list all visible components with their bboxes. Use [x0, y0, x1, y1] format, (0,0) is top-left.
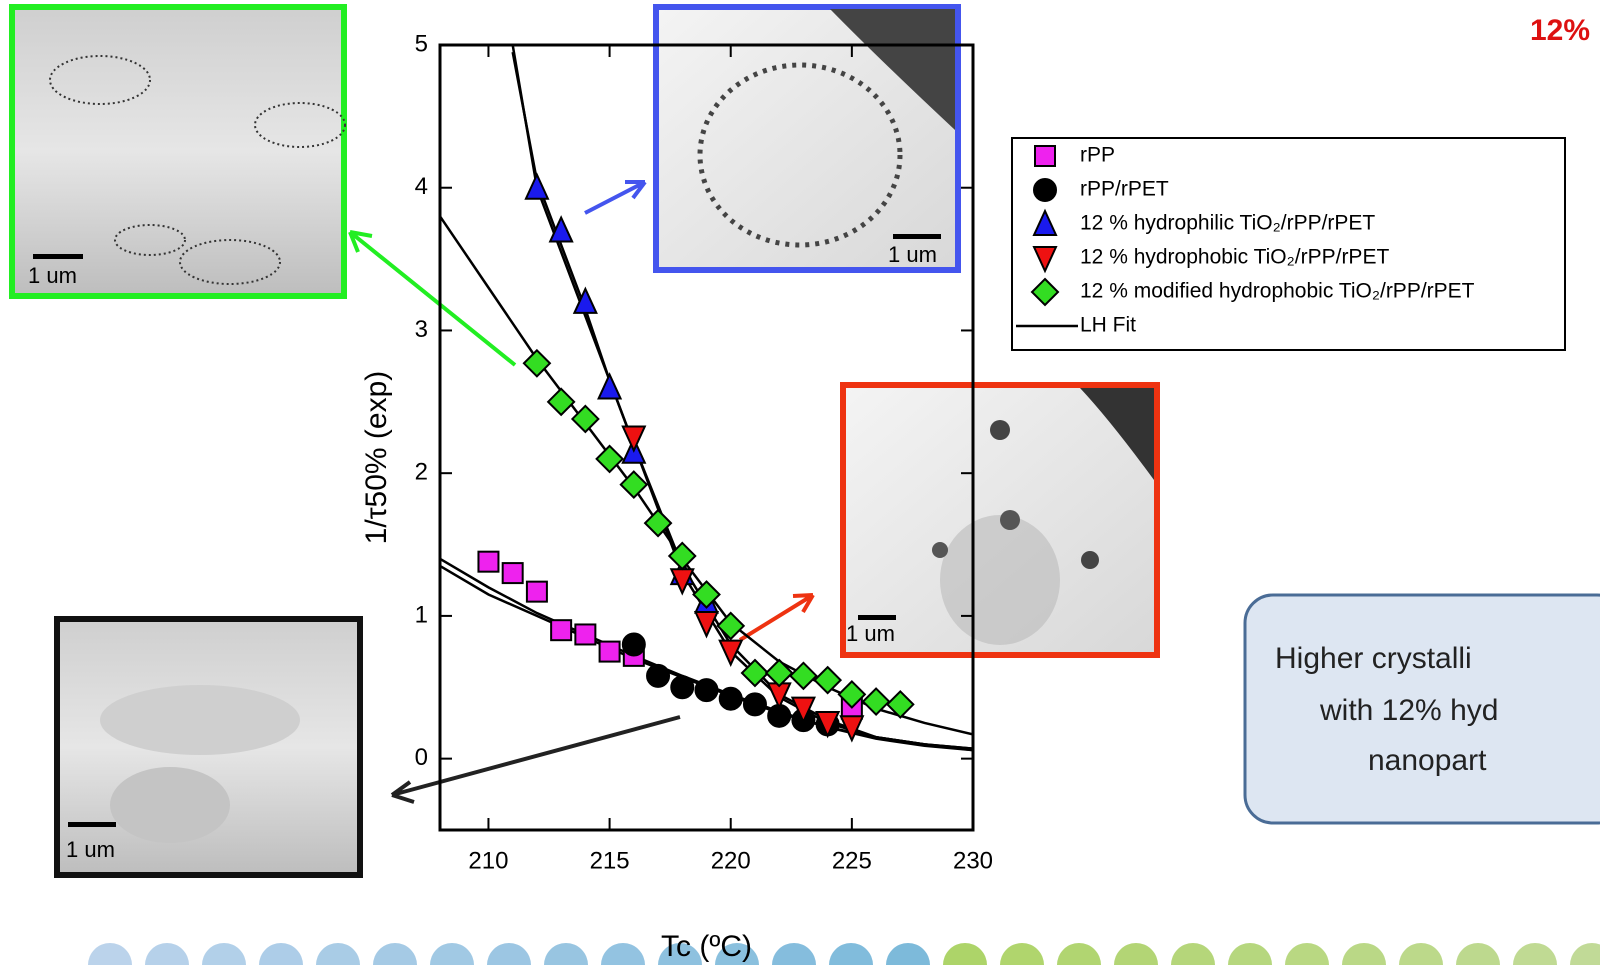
- scale-label: 1 um: [888, 242, 937, 267]
- decor-dot: [259, 943, 303, 965]
- y-tick-label: 2: [415, 459, 428, 486]
- y-tick-label: 1: [415, 601, 428, 628]
- slide: 12% 1 um 1 um 1 um 1 um Higher crystalli…: [0, 0, 1600, 965]
- decor-dot: [1285, 943, 1329, 965]
- marker: [600, 642, 620, 662]
- marker: [551, 620, 571, 640]
- decor-dot: [202, 943, 246, 965]
- decor-dot: [1000, 943, 1044, 965]
- decor-dot: [316, 943, 360, 965]
- legend-label: rPP: [1080, 144, 1115, 167]
- legend-label: 12 % hydrophilic TiO₂/rPP/rPET: [1080, 212, 1375, 235]
- legend-label: 12 % modified hydrophobic TiO₂/rPP/rPET: [1080, 280, 1475, 303]
- legend-marker: [1035, 146, 1055, 166]
- y-tick-label: 5: [415, 30, 428, 57]
- x-tick-label: 225: [832, 847, 872, 874]
- y-tick-label: 0: [415, 744, 428, 771]
- decor-dot: [943, 943, 987, 965]
- arrows: [350, 182, 813, 802]
- y-tick-label: 4: [415, 173, 428, 200]
- heading: 12%: [1530, 14, 1590, 47]
- scale-label: 1 um: [66, 837, 115, 862]
- decor-dot: [886, 943, 930, 965]
- marker: [548, 389, 574, 415]
- scale-label: 1 um: [846, 621, 895, 646]
- legend-marker: [1034, 179, 1056, 201]
- marker: [647, 665, 669, 687]
- x-tick-label: 215: [590, 847, 630, 874]
- y-tick-label: 3: [415, 316, 428, 343]
- marker: [527, 582, 547, 602]
- decor-dot: [1114, 943, 1158, 965]
- marker: [478, 552, 498, 572]
- legend-label: 12 % hydrophobic TiO₂/rPP/rPET: [1080, 246, 1389, 269]
- marker: [599, 375, 621, 399]
- decor-dot: [487, 943, 531, 965]
- micrograph-green: [12, 7, 345, 296]
- decor-dot: [373, 943, 417, 965]
- marker: [623, 427, 645, 451]
- decor-dot: [1456, 943, 1500, 965]
- marker: [720, 688, 742, 710]
- decor-dot: [145, 943, 189, 965]
- marker: [526, 175, 548, 199]
- decor-dot: [1171, 943, 1215, 965]
- callout-line: Higher crystalli: [1275, 642, 1472, 675]
- micrograph-red: [843, 385, 1157, 655]
- decor-dot: [1399, 943, 1443, 965]
- decor-dot: [88, 943, 132, 965]
- marker: [503, 563, 523, 583]
- marker: [766, 660, 792, 686]
- x-tick-label: 220: [711, 847, 751, 874]
- decor-dot: [1228, 943, 1272, 965]
- x-tick-label: 210: [468, 847, 508, 874]
- decor-dot: [430, 943, 474, 965]
- decor-dot: [829, 943, 873, 965]
- x-axis-label: Tc (ºC): [661, 930, 752, 963]
- marker: [696, 679, 718, 701]
- decor-dot: [1057, 943, 1101, 965]
- callout-line: with 12% hyd: [1319, 694, 1498, 727]
- decor-dot: [772, 943, 816, 965]
- decor-dot: [1513, 943, 1557, 965]
- decor-dot: [1570, 943, 1600, 965]
- marker: [815, 667, 841, 693]
- scale-label: 1 um: [28, 263, 77, 288]
- legend-label: rPP/rPET: [1080, 178, 1169, 201]
- callout-line: nanopart: [1368, 744, 1487, 777]
- marker: [623, 633, 645, 655]
- legend-label: LH Fit: [1080, 314, 1136, 337]
- y-axis-label: 1/τ50% (exp): [360, 371, 393, 545]
- decor-dot: [601, 943, 645, 965]
- x-tick-label: 230: [953, 847, 993, 874]
- marker: [744, 693, 766, 715]
- decor-dot: [544, 943, 588, 965]
- marker: [575, 624, 595, 644]
- marker: [671, 676, 693, 698]
- decor-dot: [1342, 943, 1386, 965]
- marker: [790, 663, 816, 689]
